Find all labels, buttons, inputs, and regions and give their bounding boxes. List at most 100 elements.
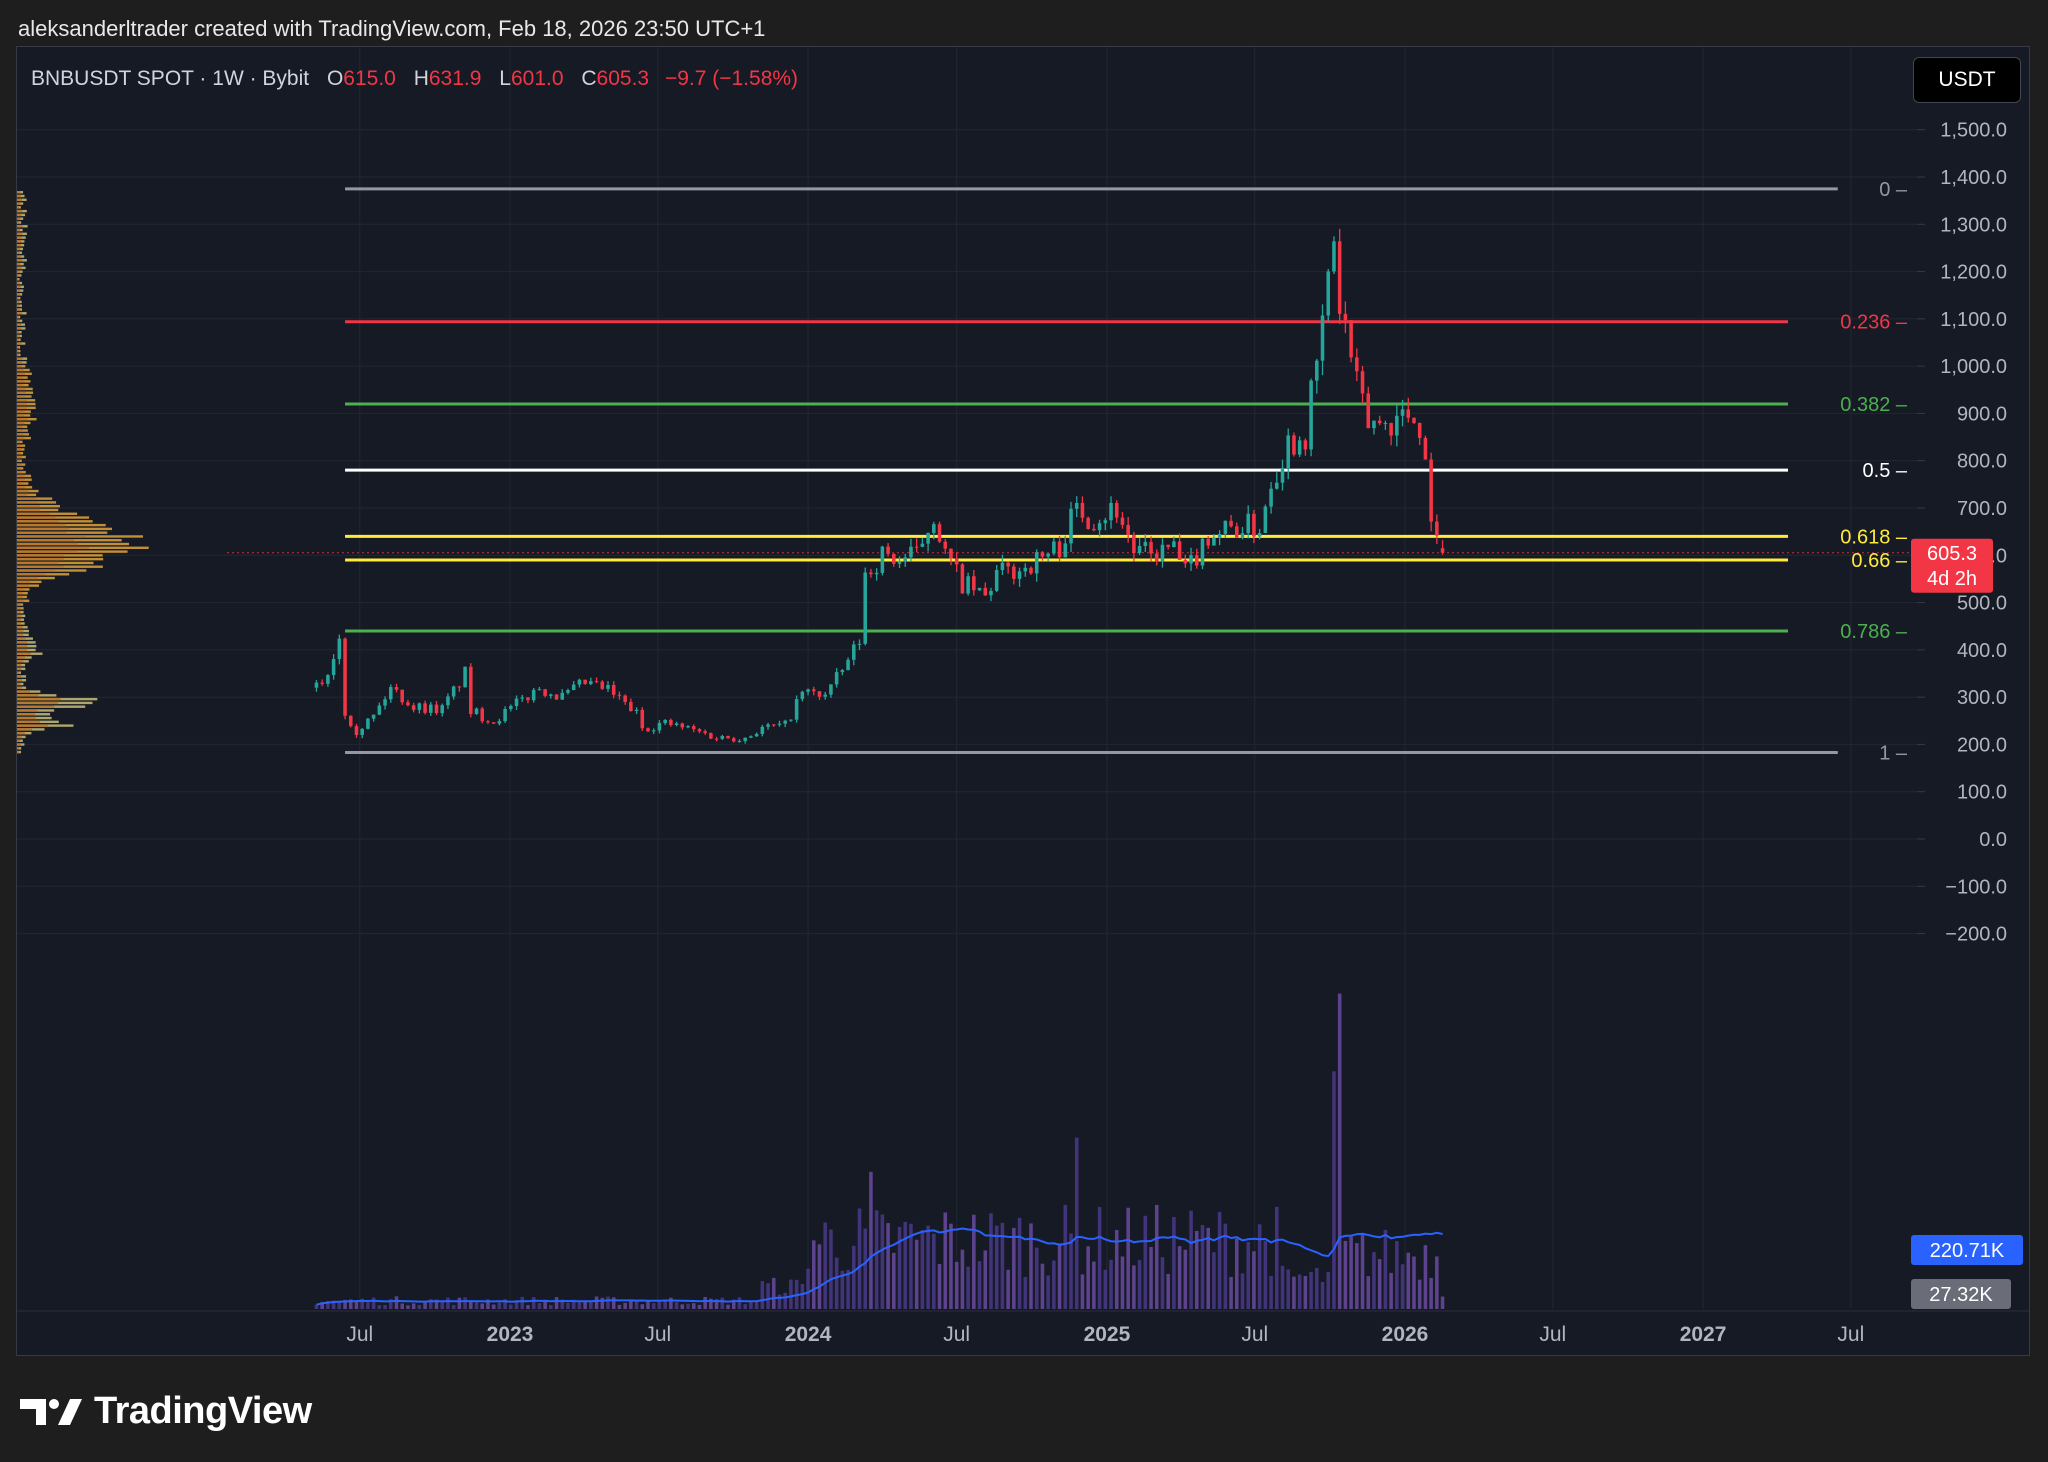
volume-profile-bar-inner (17, 622, 22, 625)
time-axis-label: Jul (943, 1323, 970, 1346)
volume-bar (1000, 1222, 1005, 1309)
candle-body (966, 576, 970, 594)
volume-bar (932, 1233, 936, 1309)
volume-bar (1435, 1256, 1439, 1309)
volume-bar (474, 1302, 479, 1309)
volume-bar (497, 1302, 502, 1309)
volume-bar (394, 1296, 399, 1309)
candle-body (1326, 271, 1331, 316)
volume-profile-bar-inner (17, 436, 25, 440)
candle-body (703, 731, 707, 734)
candle-body (1000, 562, 1005, 571)
volume-bar (1263, 1241, 1268, 1309)
volume-bar (383, 1304, 387, 1309)
volume-bar (1332, 1071, 1336, 1309)
volume-profile-bar-inner (17, 293, 20, 296)
volume-profile-bar-inner (17, 573, 46, 576)
candle-body (1034, 552, 1039, 574)
volume-profile-bar-inner (17, 319, 20, 323)
volume-bar (897, 1227, 902, 1309)
candle-body (446, 696, 450, 706)
time-axis-label: Jul (644, 1323, 671, 1346)
candle-body (1263, 506, 1268, 533)
volume-profile-bar-inner (17, 713, 36, 716)
volume-profile-bar-inner (17, 561, 59, 565)
header-bar: aleksanderltrader created with TradingVi… (0, 0, 2048, 46)
volume-bar (977, 1261, 982, 1309)
volume-bar (1257, 1224, 1262, 1309)
fib-levels: 0 – 0.236 – 0.382 – 0.5 – 0.618 –0.66 – 0.786… (345, 179, 1908, 764)
candle-body (314, 682, 319, 688)
fib-label-1: 1 – (1879, 742, 1908, 764)
candle-body (600, 681, 605, 689)
volume-profile-bar-inner (17, 440, 21, 444)
volume-bar (657, 1301, 662, 1309)
fib-label-0.236: 0.236 – (1840, 312, 1908, 334)
volume-bar (886, 1223, 890, 1309)
volume-bar (823, 1222, 827, 1309)
candle-body (806, 689, 810, 692)
volume-profile-bar-inner (17, 262, 21, 266)
candle-body (646, 728, 650, 732)
volume-profile-bar-inner (17, 554, 64, 557)
volume-profile-bar-inner (17, 240, 22, 243)
volume-profile-bar-inner (17, 300, 20, 304)
volume-profile-bar-inner (17, 395, 25, 398)
chart-frame[interactable]: 0 – 0.236 – 0.382 – 0.5 – 0.618 –0.66 – 0.786… (16, 46, 2030, 1356)
volume-profile-bar-inner (17, 448, 22, 451)
time-axis-label: Jul (346, 1323, 373, 1346)
volume-bar (811, 1240, 816, 1309)
candle-body (1309, 380, 1313, 450)
currency-button[interactable]: USDT (1913, 57, 2021, 103)
footer-brand: TradingView (20, 1386, 312, 1436)
candle-body (543, 689, 547, 696)
volume-profile-bar-inner (17, 380, 25, 383)
candle-body (606, 684, 610, 689)
volume-bar (1069, 1233, 1073, 1309)
volume-profile-bar-inner (17, 357, 23, 360)
candle-body (1332, 241, 1336, 272)
candle-body (337, 638, 342, 660)
candle-body (1320, 315, 1325, 361)
volume-bar (703, 1296, 707, 1309)
price-axis-label: 700.0 (1957, 498, 2007, 520)
candle-body (1183, 559, 1188, 564)
candle-body (509, 706, 513, 710)
volume-profile-bar-inner (17, 747, 20, 750)
candle-body (629, 701, 633, 712)
volume-bar (400, 1303, 404, 1309)
time-axis-label: Jul (1837, 1323, 1864, 1346)
candle-body (411, 705, 416, 710)
candle-body (1137, 545, 1142, 553)
candle-body (491, 722, 496, 724)
price-axis-label: 300.0 (1957, 687, 2007, 709)
candle-body (823, 694, 827, 697)
volume-profile-bar-inner (17, 569, 55, 572)
volume-profile-bar-inner (17, 743, 22, 746)
volume-profile-bar-inner (17, 191, 21, 194)
volume-profile-bar-inner (17, 595, 23, 599)
volume-bar (1372, 1252, 1376, 1309)
time-axis-label: Jul (1241, 1323, 1268, 1346)
candle-body (1103, 520, 1108, 524)
volume-profile-bar-inner (17, 236, 22, 239)
volume-bar (1309, 1271, 1313, 1309)
volume-profile-bar-inner (17, 557, 65, 561)
volume-bar (1200, 1225, 1205, 1309)
close-key: C (581, 67, 597, 90)
price-axis-label: −100.0 (1945, 876, 2007, 898)
candle-body (1143, 541, 1148, 546)
low-key: L (499, 67, 511, 90)
volume-profile-bar-inner (17, 323, 22, 326)
volume-profile-bar-inner (17, 497, 37, 500)
volume-bar (1337, 993, 1342, 1309)
volume-profile-bar-inner (17, 425, 23, 428)
volume-profile-bar-inner (17, 338, 19, 341)
volume-bar (1012, 1227, 1016, 1309)
symbol-legend[interactable]: BNBUSDT SPOT · 1W · Bybit O615.0 H631.9 … (31, 67, 798, 91)
candle-body (1080, 502, 1085, 518)
fib-label-0.66: 0.66 – (1851, 550, 1907, 572)
price-chart[interactable]: 0 – 0.236 – 0.382 – 0.5 – 0.618 –0.66 – 0.786… (17, 47, 2029, 1355)
volume-bar (1286, 1269, 1291, 1309)
candle-body (760, 726, 765, 734)
